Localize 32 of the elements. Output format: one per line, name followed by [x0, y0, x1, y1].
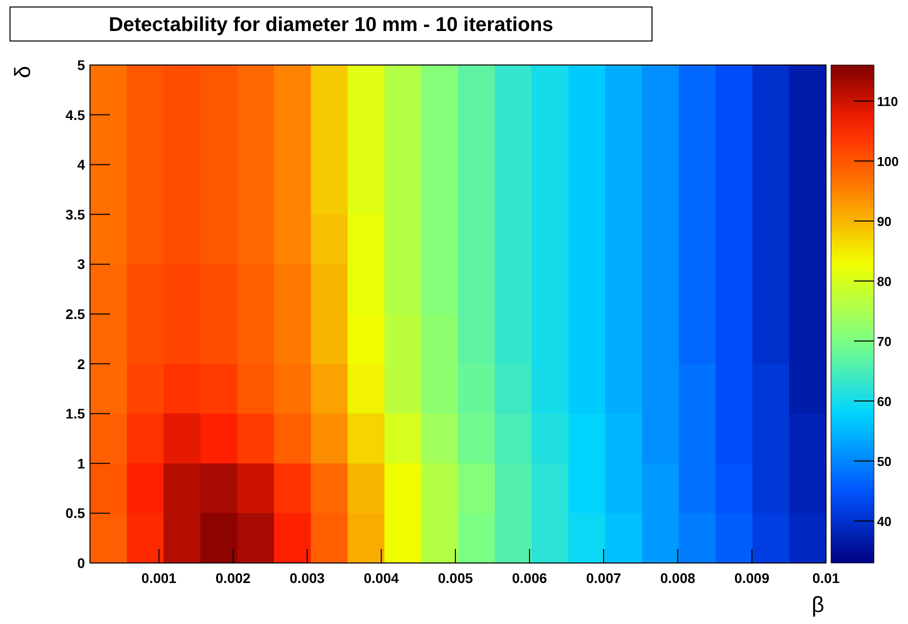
- x-tick-label: 0.008: [660, 570, 696, 586]
- chart-title: Detectability for diameter 10 mm - 10 iterations: [108, 14, 554, 36]
- x-tick-label: 0.002: [216, 570, 251, 586]
- x-tick-label: 0.006: [512, 570, 548, 586]
- color-bar-label: 90: [877, 214, 892, 229]
- x-tick-label: 0.009: [734, 570, 770, 586]
- y-tick-label: 4: [77, 156, 86, 173]
- x-tick-label: 0.004: [364, 570, 400, 586]
- y-tick-label: 3.5: [66, 206, 86, 222]
- y-tick-label: 3: [77, 256, 86, 272]
- y-tick-label: 2.5: [66, 306, 86, 322]
- x-tick-label: 0.001: [141, 570, 177, 586]
- x-tick-label: 0.007: [586, 570, 622, 586]
- color-bar-label: 50: [877, 454, 892, 469]
- color-bar-label: 110: [877, 94, 898, 109]
- y-tick-label: 0: [77, 555, 86, 571]
- y-tick-label: 5: [77, 57, 86, 73]
- y-tick-label: 2: [77, 356, 86, 372]
- x-tick-label: 0.005: [438, 570, 474, 586]
- x-axis-title: β: [812, 592, 824, 617]
- color-bar-label: 100: [877, 154, 899, 169]
- y-tick-label: 4.5: [66, 106, 86, 123]
- color-bar-label: 80: [877, 274, 892, 289]
- color-bar-label: 40: [877, 514, 892, 529]
- y-tick-label: 1.5: [66, 406, 86, 422]
- x-tick-label: 0.003: [290, 570, 325, 586]
- y-tick-label: 0.5: [66, 505, 86, 522]
- color-bar-label: 70: [877, 334, 892, 349]
- y-tick-label: 1: [77, 455, 86, 472]
- y-axis-title: δ: [10, 66, 35, 78]
- x-tick-label: 0.01: [812, 570, 840, 586]
- color-bar-label: 60: [877, 394, 892, 409]
